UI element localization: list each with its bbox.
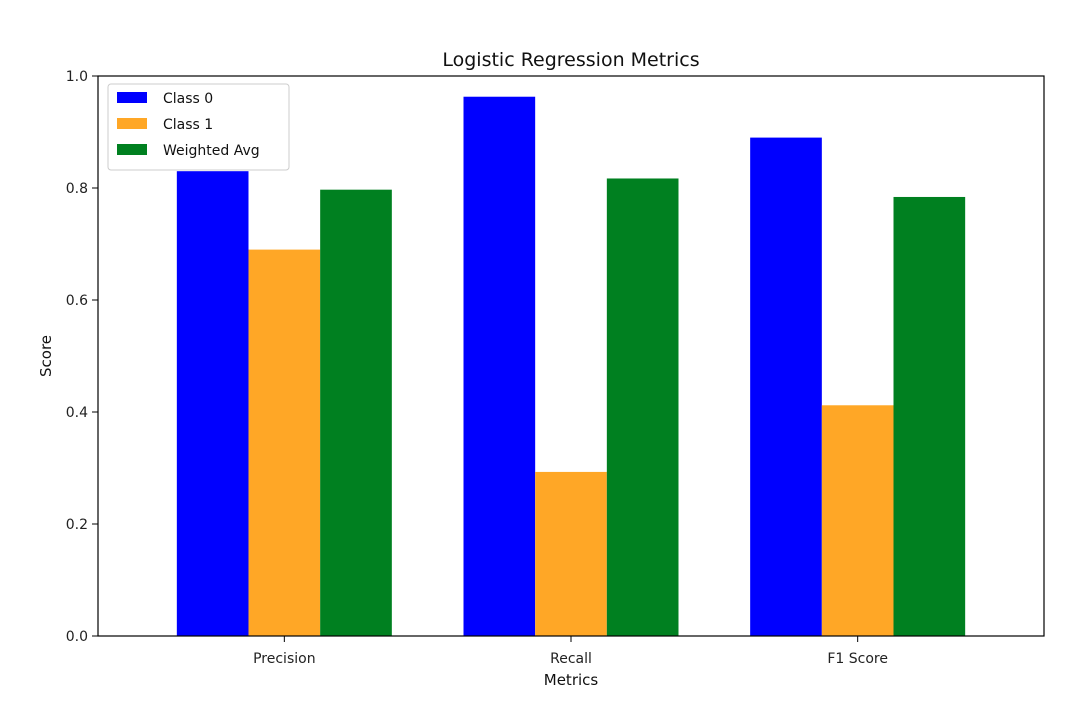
y-tick-label: 0.8 [66, 181, 88, 197]
bar-class-0-precision [176, 171, 249, 636]
legend-label: Class 1 [163, 117, 213, 133]
bar-weighted-avg-recall [606, 178, 679, 637]
legend-label: Weighted Avg [163, 143, 260, 159]
legend: Class 0 Class 1 Weighted Avg [107, 83, 290, 171]
x-axis-title: Metrics [544, 671, 599, 689]
legend-swatch-class-1 [117, 118, 147, 129]
y-axis-ticks: 0.0 0.2 0.4 0.6 0.8 1.0 [66, 69, 98, 645]
legend-label: Class 0 [163, 91, 213, 107]
y-tick-label: 0.2 [66, 517, 88, 533]
bar-class-0-f1-score [750, 137, 822, 636]
x-tick-label: F1 Score [827, 651, 888, 667]
y-tick-label: 0.4 [66, 405, 88, 421]
bars-group [176, 96, 966, 637]
legend-swatch-weighted-avg [117, 144, 147, 155]
bar-weighted-avg-precision [320, 189, 392, 636]
x-tick-label: Recall [550, 651, 592, 667]
plot-frame [97, 75, 1045, 637]
y-tick-label: 0.6 [66, 293, 88, 309]
legend-swatch-class-0 [117, 92, 147, 103]
x-axis-ticks: Precision Recall F1 Score [253, 636, 888, 667]
y-tick-label: 1.0 [66, 69, 88, 85]
bar-class-1-recall [535, 471, 607, 636]
bar-class-0-recall [463, 96, 536, 637]
bar-class-1-f1-score [821, 405, 894, 636]
y-tick-label: 0.0 [66, 629, 88, 645]
y-axis-title: Score [37, 335, 55, 377]
x-tick-label: Precision [253, 651, 315, 667]
chart-title: Logistic Regression Metrics [442, 49, 699, 71]
legend-frame [107, 83, 290, 171]
bar-weighted-avg-f1-score [893, 196, 966, 636]
bar-class-1-precision [248, 249, 321, 636]
